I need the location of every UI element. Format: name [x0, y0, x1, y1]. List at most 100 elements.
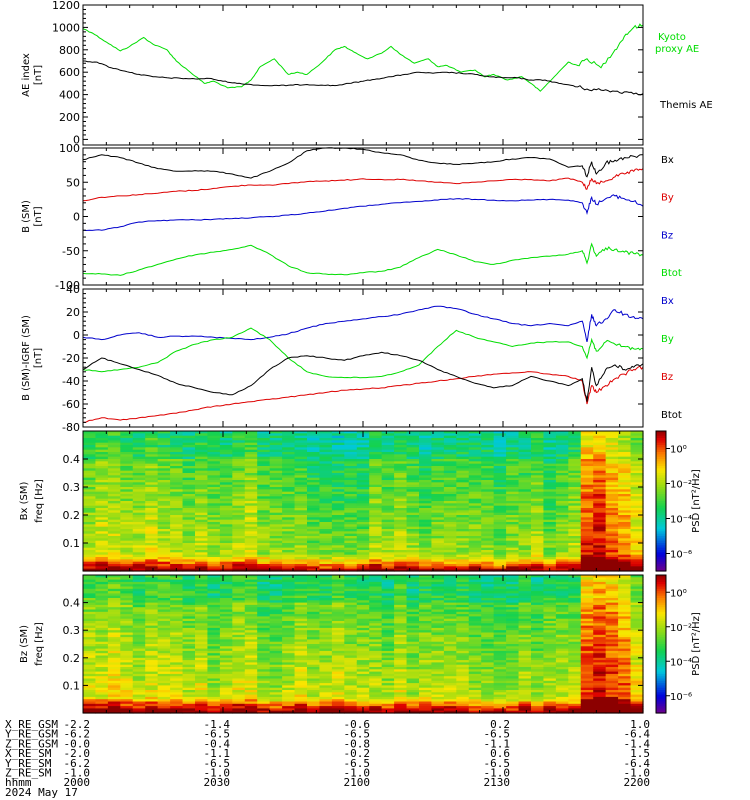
spectrogram-cell: [195, 634, 209, 638]
spectrogram-cell: [294, 536, 308, 539]
spectrogram-cell: [593, 494, 607, 497]
spectrogram-cell: [468, 566, 482, 570]
spectrogram-cell: [593, 477, 607, 481]
spectrogram-cell: [282, 579, 296, 583]
spectrogram-cell: [219, 607, 233, 611]
spectrogram-cell: [95, 529, 109, 532]
spectrogram-cell: [356, 515, 370, 518]
spectrogram-cell: [269, 586, 283, 590]
spectrogram-cell: [145, 519, 159, 523]
spectrogram-cell: [107, 568, 121, 572]
spectrogram-cell: [406, 678, 420, 682]
spectrogram-cell: [307, 618, 321, 622]
spectrogram-cell: [518, 526, 532, 530]
spectrogram-cell: [269, 611, 283, 615]
spectrogram-cell: [394, 591, 408, 594]
spectrogram-cell: [157, 627, 171, 631]
spectrogram-cell: [219, 611, 233, 615]
spectrogram-cell: [120, 449, 134, 453]
spectrogram-cell: [331, 602, 345, 606]
spectrogram-cell: [543, 536, 557, 539]
spectrogram-cell: [294, 522, 308, 525]
spectrogram-cell: [518, 545, 532, 549]
spectrogram-cell: [120, 496, 134, 500]
spectrogram-cell: [630, 540, 644, 544]
spectrogram-cell: [195, 655, 209, 659]
spectrogram-cell: [481, 466, 495, 469]
colorbar-segment: [656, 438, 666, 441]
spectrogram-cell: [307, 581, 321, 585]
spectrogram-cell: [344, 445, 358, 448]
spectrogram-cell: [120, 552, 134, 556]
spectrogram-cell: [493, 517, 507, 521]
spectrogram-cell: [605, 531, 619, 535]
spectrogram-cell: [431, 538, 445, 542]
spectrogram-cell: [294, 616, 308, 620]
spectrogram-cell: [456, 498, 470, 502]
spectrogram-cell: [518, 538, 532, 542]
spectrogram-cell: [83, 461, 97, 465]
spectrogram-cell: [331, 696, 345, 700]
spectrogram-cell: [344, 627, 358, 631]
spectrogram-cell: [468, 531, 482, 535]
spectrogram-cell: [319, 660, 333, 663]
spectrogram-cell: [307, 461, 321, 465]
spectrogram-cell: [170, 489, 184, 493]
spectrogram-cell: [381, 550, 395, 553]
spectrogram-cell: [568, 452, 582, 455]
spectrogram-cell: [356, 607, 370, 611]
spectrogram-cell: [244, 454, 258, 458]
spectrogram-cell: [443, 494, 457, 497]
spectrogram-cell: [257, 566, 271, 570]
spectrogram-cell: [531, 508, 545, 511]
spectrogram-cell: [232, 584, 246, 588]
spectrogram-cell: [207, 454, 221, 458]
colorbar-segment: [656, 487, 666, 490]
spectrogram-cell: [555, 533, 569, 537]
spectrogram-cell: [344, 524, 358, 528]
spectrogram-cell: [344, 616, 358, 620]
spectrogram-cell: [344, 577, 358, 581]
spectrogram-cell: [244, 595, 258, 599]
spectrogram-cell: [331, 491, 345, 495]
spectrogram-cell: [294, 630, 308, 634]
spectrogram-cell: [307, 604, 321, 608]
spectrogram-cell: [170, 634, 184, 638]
spectrogram-cell: [269, 618, 283, 622]
spectrogram-cell: [555, 561, 569, 565]
spectrogram-cell: [207, 604, 221, 608]
spectrogram-cell: [244, 468, 258, 472]
spectrogram-cell: [219, 644, 233, 647]
spectrogram-cell: [344, 621, 358, 624]
spectrogram-cell: [83, 552, 97, 556]
spectrogram-cell: [419, 708, 433, 712]
spectrogram-cell: [580, 482, 594, 486]
spectrogram-cell: [356, 435, 370, 439]
spectrogram-cell: [207, 602, 221, 606]
spectrogram-cell: [282, 664, 296, 668]
spectrogram-cell: [593, 543, 607, 546]
spectrogram-cell: [369, 595, 383, 599]
spectrogram-cell: [580, 442, 594, 446]
spectrogram-cell: [132, 501, 146, 504]
spectrogram-cell: [219, 669, 233, 673]
spectrogram-cell: [244, 561, 258, 565]
spectrogram-cell: [269, 498, 283, 502]
spectrogram-cell: [120, 692, 134, 696]
spectrogram-cell: [207, 673, 221, 677]
spectrogram-cell: [232, 461, 246, 465]
spectrogram-cell: [431, 515, 445, 518]
spectrogram-cell: [207, 609, 221, 613]
spectrogram-cell: [157, 501, 171, 504]
spectrogram-cell: [630, 566, 644, 570]
spectrogram-cell: [244, 447, 258, 451]
spectrogram-cell: [157, 644, 171, 647]
spectrogram-cell: [145, 593, 159, 597]
spectrogram-cell: [406, 505, 420, 509]
spectrogram-cell: [120, 501, 134, 504]
spectrogram-cell: [145, 673, 159, 677]
spectrogram-cell: [618, 564, 632, 567]
spectrogram-cell: [157, 634, 171, 638]
spectrogram-cell: [170, 503, 184, 507]
spectrogram-cell: [431, 503, 445, 507]
